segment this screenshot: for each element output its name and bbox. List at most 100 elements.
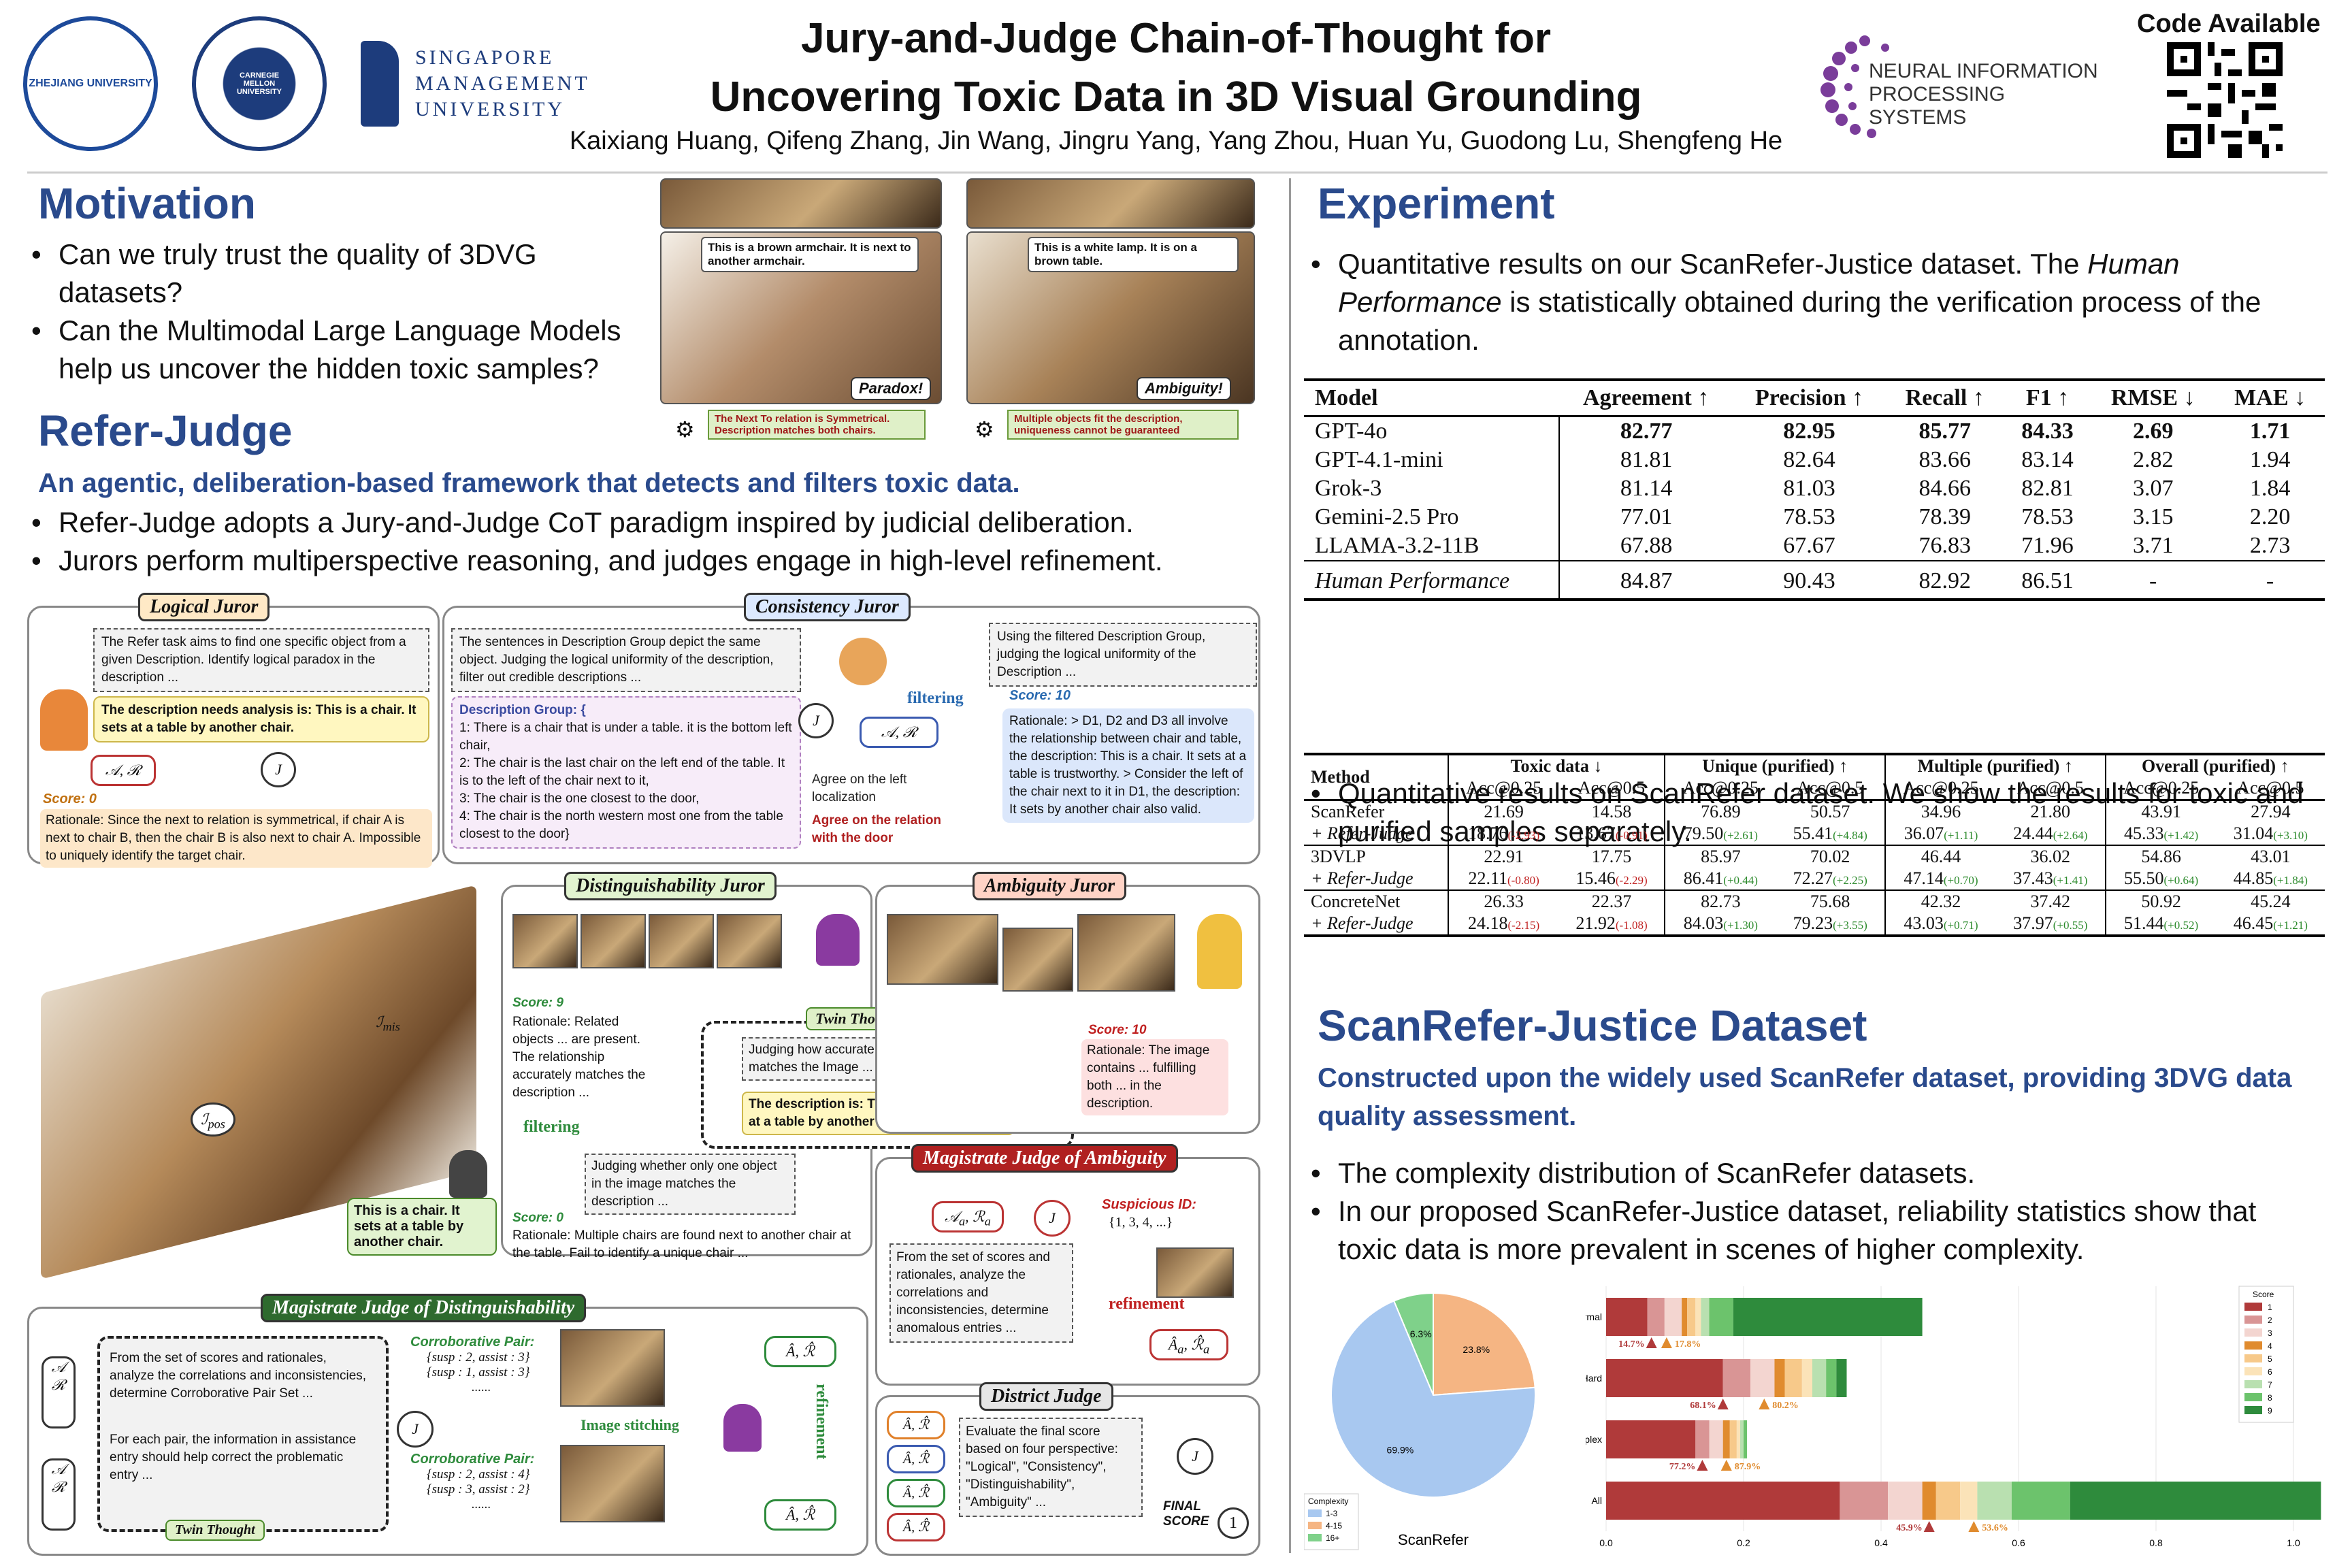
legend-label: 9	[2268, 1406, 2272, 1416]
bar-segment	[2011, 1482, 2070, 1520]
x-tick-label: 1.0	[2287, 1537, 2300, 1548]
smu-text-3: UNIVERSITY	[415, 98, 565, 120]
table-cell: 72.27(+2.25)	[1776, 868, 1886, 890]
dist-filtering: filtering	[523, 1118, 580, 1136]
juror-avatar	[1197, 914, 1242, 989]
cell-value: 55.41	[1793, 823, 1833, 843]
table-cell: 90.43	[1783, 568, 1835, 593]
column-header: Precision ↑	[1755, 385, 1863, 410]
bar-segment	[1740, 1420, 1744, 1458]
magistrate-dist-node: J	[397, 1411, 434, 1448]
table-cell: 86.41(+0.44)	[1665, 868, 1776, 890]
table-cell: 1.71	[2249, 419, 2291, 444]
method-name: ScanRefer	[1304, 800, 1449, 823]
district-node: J	[1177, 1438, 1213, 1475]
table-group-row: Method Toxic data ↓ Unique (purified) ↑ Mul…	[1304, 754, 2325, 800]
table-cell: GPT-4.1-mini	[1304, 446, 1560, 474]
dataset-heading: ScanRefer-Justice Dataset	[1318, 1001, 1867, 1050]
distinguishability-juror-panel: Distinguishability Juror Score: 9 Ration…	[501, 872, 872, 1260]
cell-delta: (-1.08)	[1615, 919, 1648, 932]
score-legend: Score 1 2 3 4 5 6 7 8 9	[2238, 1286, 2294, 1423]
table-cell: 2.20	[2249, 504, 2291, 529]
legend-label: 1	[2268, 1303, 2272, 1312]
column-header: Model	[1315, 385, 1378, 410]
table-cell: 82.81	[2021, 476, 2074, 501]
table-cell: 17.75	[1558, 845, 1666, 868]
magistrate-ambiguity-panel: Magistrate Judge of Ambiguity 𝒜a, ℛa J S…	[875, 1144, 1260, 1386]
column-divider	[1289, 178, 1291, 1553]
legend-label: 1-3	[1326, 1509, 1338, 1518]
bar-segment	[1836, 1359, 1847, 1397]
description-group: Description Group: { 1: There is a chair…	[451, 696, 801, 849]
group-header: Multiple (purified) ↑	[1884, 754, 2106, 777]
table-cell: 55.50(+0.64)	[2106, 868, 2217, 890]
bar-segment	[1736, 1420, 1740, 1458]
image-stitching-label: Image stitching	[581, 1416, 679, 1433]
table-cell: 1.94	[2249, 447, 2291, 472]
view-thumbnail	[717, 914, 782, 968]
pair-block-2: Corroborative Pair: {susp : 2, assist : …	[410, 1452, 567, 1512]
qr-code-icon[interactable]	[2167, 42, 2283, 158]
bar-segment	[1606, 1420, 1696, 1458]
table-cell: 82.95	[1783, 419, 1835, 444]
human-performance-row: Human Performance 84.87 90.43 82.92 86.51 - -	[1304, 561, 2325, 600]
experiment-bullet-1: Quantitative results on our ScanRefer-Ju…	[1307, 245, 2345, 359]
bar-segment	[1722, 1420, 1730, 1458]
cell-delta: (+3.10)	[2273, 829, 2308, 842]
pie-slice	[1433, 1292, 1536, 1396]
table-row: ScanRefer 21.69 14.58 76.89 50.57 34.96 21.80 4…	[1304, 800, 2325, 823]
legend-label: 4	[2268, 1341, 2272, 1351]
cell-value: 31.04	[2233, 823, 2274, 843]
table-cell: 13.67(-0.91)	[1558, 823, 1666, 845]
pair-item: {susp : 2, assist : 4}	[427, 1467, 530, 1482]
legend-swatch	[1308, 1534, 1322, 1541]
marker-label: 14.7%	[1618, 1339, 1645, 1350]
table-cell: 81.81	[1620, 447, 1673, 472]
table-cell: 55.41(+4.84)	[1776, 823, 1886, 845]
bar-segment	[1750, 1359, 1775, 1397]
final-score-label: FINAL SCORE	[1163, 1499, 1209, 1529]
group-header: Overall (purified) ↑	[2141, 756, 2289, 776]
sub-header: Acc@0.25	[1682, 778, 1759, 798]
motivation-heading: Motivation	[38, 179, 256, 228]
table-cell: 47.14(+0.70)	[1885, 868, 1996, 890]
title-line-2: Uncovering Toxic Data in 3D Visual Groun…	[710, 74, 1642, 120]
table-cell: 26.33	[1484, 892, 1524, 911]
agree-left: Agree on the left localization	[812, 772, 907, 804]
pair-item: {susp : 3, assist : 2}	[427, 1482, 530, 1497]
table-cell: 3.07	[2132, 476, 2174, 501]
category-label: All	[1591, 1495, 1602, 1506]
logical-desc: The description needs analysis is: This …	[93, 696, 429, 742]
dataset-bullet-1: The complexity distribution of ScanRefer…	[1307, 1154, 2314, 1192]
cell-delta: (+0.55)	[2053, 919, 2088, 932]
cell-value: 45.33	[2124, 823, 2164, 843]
table-cell: 77.01	[1620, 504, 1673, 529]
marker-label: 77.2%	[1669, 1462, 1696, 1472]
category-label: Complex	[1586, 1434, 1602, 1445]
table-cell: 18.76(-2.93)	[1448, 823, 1559, 845]
view-thumbnail	[887, 914, 998, 985]
table-cell: 67.88	[1620, 533, 1673, 558]
table-cell: 34.96	[1921, 802, 1961, 821]
cell-delta: (-2.93)	[1507, 829, 1540, 842]
cell-delta: (-2.15)	[1507, 919, 1540, 932]
table-cell: 21.69	[1484, 802, 1524, 821]
table-cell: 50.57	[1776, 800, 1886, 823]
table-cell: 43.03(+0.71)	[1885, 913, 1996, 936]
table-cell: 37.43(+1.41)	[1996, 868, 2106, 890]
table-cell: 54.86	[2141, 847, 2181, 866]
cell-value: 37.97	[2013, 913, 2053, 933]
ambiguity-juror-tag: Ambiguity Juror	[973, 872, 1127, 900]
cell-delta: (+1.41)	[2053, 874, 2088, 887]
slice-label: 23.8%	[1463, 1344, 1490, 1355]
cell-value: 44.85	[2233, 868, 2274, 888]
table-cell: 21.92(-1.08)	[1558, 913, 1666, 936]
cell-value: 72.27	[1793, 868, 1833, 888]
dataset-subheading: Constructed upon the widely used ScanRef…	[1318, 1063, 2292, 1131]
table-cell: 22.11(-0.80)	[1448, 868, 1559, 890]
table-row: LLAMA-3.2-11B 67.88 67.67 76.83 71.96 3.71 2.7…	[1304, 532, 2325, 561]
smu-mark	[361, 41, 399, 127]
cell-delta: (-0.80)	[1507, 874, 1539, 887]
table-cell: 3.71	[2132, 533, 2174, 558]
stitch-image	[560, 1445, 665, 1522]
